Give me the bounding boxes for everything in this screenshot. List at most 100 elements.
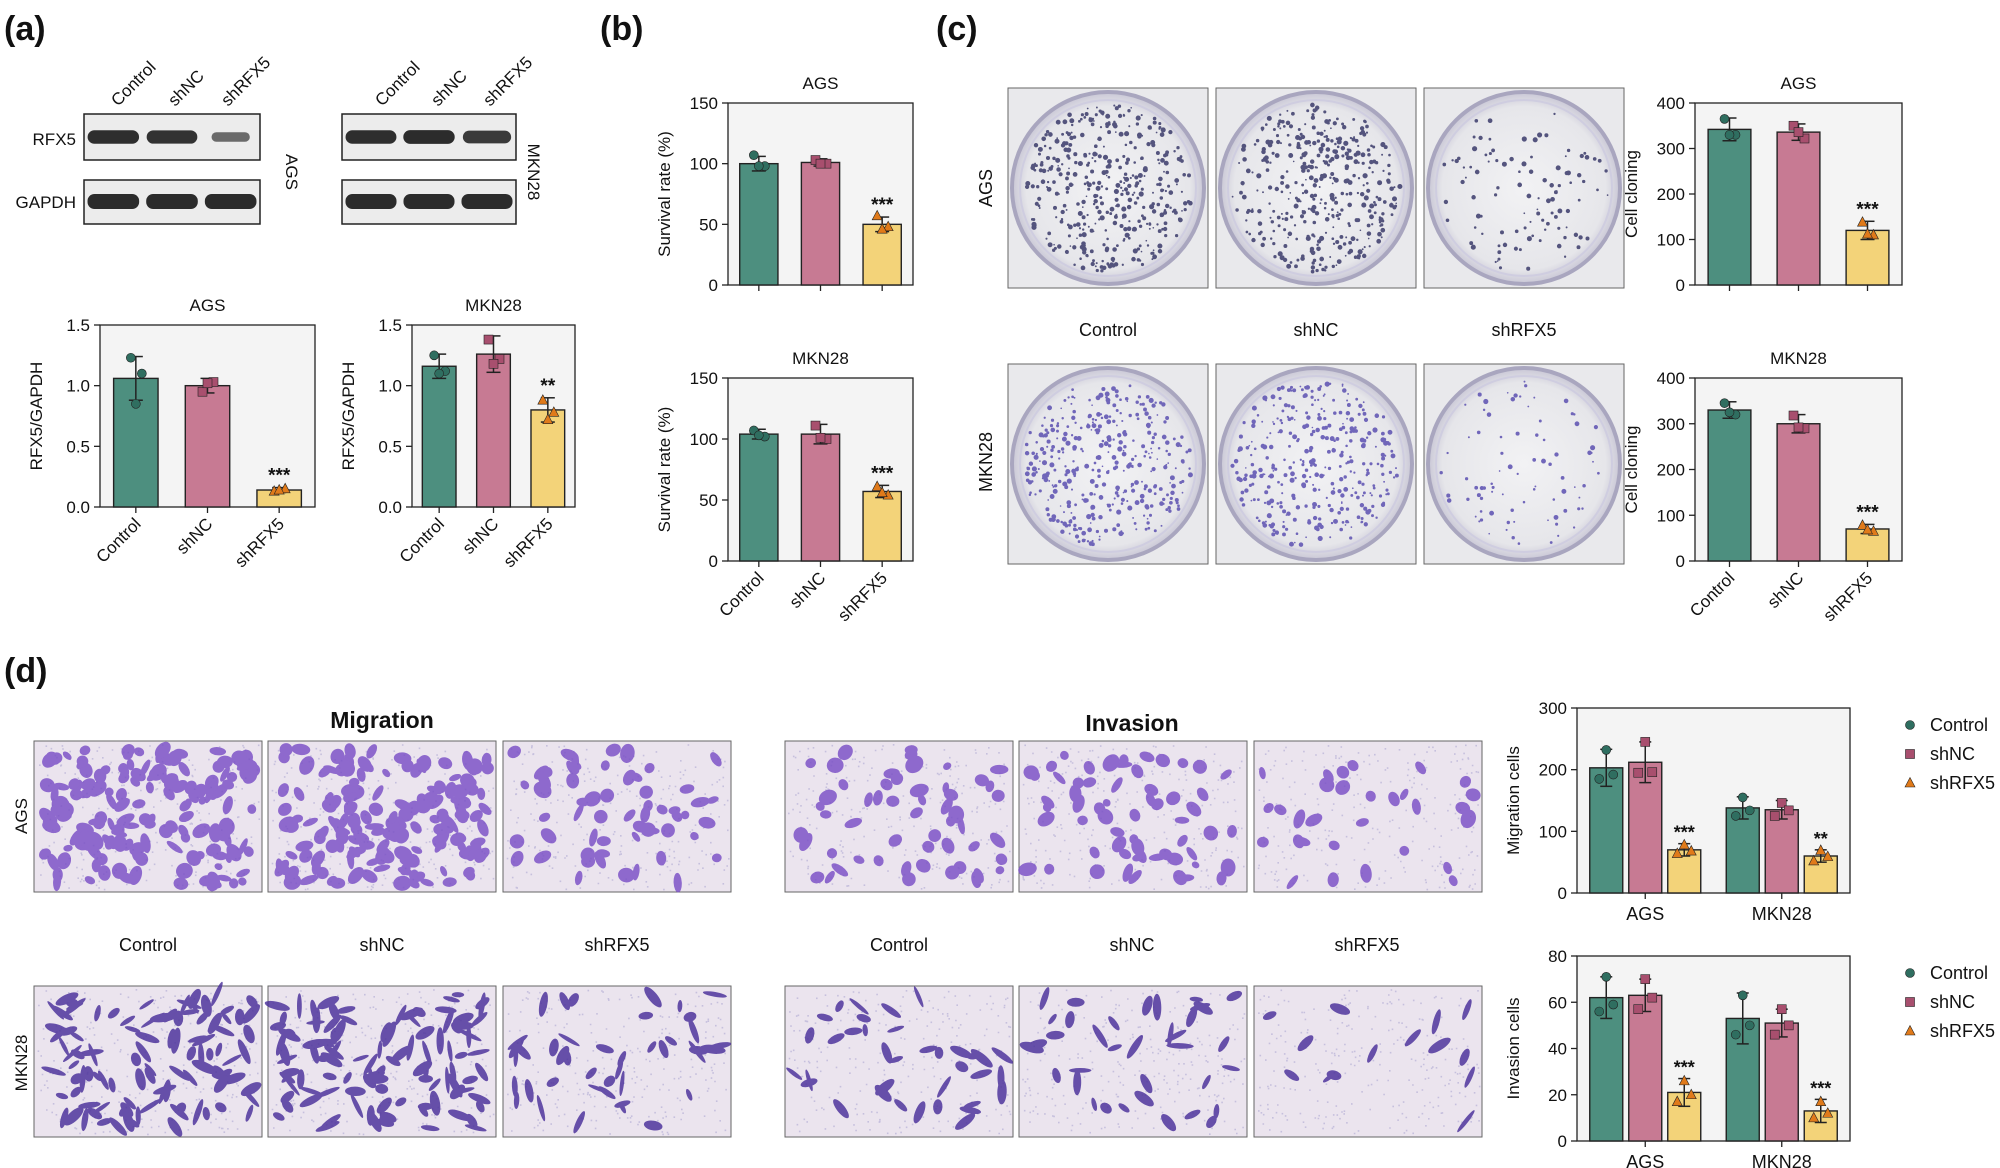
cell xyxy=(122,822,140,830)
stained-cells xyxy=(39,741,261,892)
cell xyxy=(576,797,590,807)
cell xyxy=(826,757,844,774)
cell xyxy=(1355,818,1369,827)
y-tick-label: 200 xyxy=(1657,185,1685,204)
cell xyxy=(638,1011,654,1020)
data-point xyxy=(279,482,291,494)
cell xyxy=(1294,836,1311,847)
cell xyxy=(372,785,384,801)
cell xyxy=(123,1097,136,1110)
bar-control xyxy=(739,433,779,562)
cell xyxy=(690,831,699,841)
cell xyxy=(279,1011,287,1026)
cell xyxy=(873,855,884,867)
chart-rfx5-ags: 0.0 0.5 1.0 1.5 RFX5/GAPDH AGS Control shNC *** s… xyxy=(27,296,316,571)
cell xyxy=(816,1013,833,1022)
cell xyxy=(395,1004,407,1026)
dish-rim xyxy=(1019,99,1197,277)
data-point xyxy=(1776,1004,1787,1014)
cell xyxy=(182,1069,198,1086)
cell xyxy=(631,831,641,842)
cell xyxy=(1118,754,1129,767)
cell xyxy=(1218,1036,1230,1052)
significance-label: *** xyxy=(1856,199,1879,220)
cell xyxy=(989,832,1006,848)
cell xyxy=(1131,838,1145,856)
cell xyxy=(639,785,653,799)
cell xyxy=(163,1079,171,1103)
cell xyxy=(144,1063,157,1077)
data-point xyxy=(1808,854,1820,866)
cell xyxy=(596,849,611,858)
dish-rim xyxy=(1227,99,1405,277)
dish xyxy=(1218,90,1414,286)
dish-rim xyxy=(1435,375,1613,553)
data-point xyxy=(1822,850,1834,861)
cell xyxy=(373,864,391,872)
data-point xyxy=(131,399,141,409)
band-rfx5 xyxy=(345,130,397,144)
cell xyxy=(41,1066,66,1076)
cell xyxy=(934,1046,944,1059)
cell xyxy=(112,834,127,852)
cell xyxy=(44,820,60,834)
x-tick-label: shRFX5 xyxy=(231,514,288,571)
cell xyxy=(130,768,141,779)
transwell-field xyxy=(1018,985,1248,1138)
cell xyxy=(643,800,653,812)
lane-label-shnc: shNC xyxy=(164,66,207,109)
legend-marker-shrfx5 xyxy=(1904,1024,1916,1036)
transwell-field xyxy=(267,740,497,893)
dish xyxy=(1010,366,1206,562)
significance-label: *** xyxy=(1674,823,1695,843)
y-tick-label: 300 xyxy=(1657,415,1685,434)
cell xyxy=(221,1012,232,1025)
cell xyxy=(888,834,903,847)
cell xyxy=(465,869,476,881)
bar-shrfx5 xyxy=(862,223,902,286)
y-tick-label: 60 xyxy=(1548,993,1567,1012)
cell xyxy=(594,851,607,869)
cell xyxy=(537,771,551,790)
significance-label: ** xyxy=(1814,829,1828,849)
cell xyxy=(1093,802,1106,815)
legend-label-shnc: shNC xyxy=(1930,744,1975,764)
cell xyxy=(281,1069,296,1083)
legend-label-control: Control xyxy=(1930,715,1988,735)
bar-control xyxy=(1707,409,1752,562)
cell xyxy=(571,766,580,775)
field-frame xyxy=(1018,985,1248,1138)
cell xyxy=(415,798,431,814)
x-tick-label: shRFX5 xyxy=(1819,568,1876,625)
cell xyxy=(299,874,319,886)
cell xyxy=(600,788,615,803)
stained-cells xyxy=(1257,760,1481,890)
cell xyxy=(360,810,372,825)
cell xyxy=(643,1120,663,1131)
cell xyxy=(63,1044,82,1063)
cell xyxy=(464,783,479,796)
bar-shnc xyxy=(1764,1022,1799,1142)
migration-col-label-shrfx5: shRFX5 xyxy=(584,935,649,955)
cell xyxy=(644,762,655,774)
significance-label: ** xyxy=(540,376,555,397)
data-point xyxy=(1671,847,1683,858)
cell xyxy=(991,789,1005,802)
bar-control xyxy=(1707,128,1752,286)
cell xyxy=(793,827,809,843)
bar-shnc xyxy=(1628,994,1663,1142)
cell xyxy=(175,862,193,879)
data-point xyxy=(1793,127,1804,137)
x-tick-label: Control xyxy=(92,514,144,566)
cell xyxy=(511,1075,518,1098)
cell xyxy=(368,1111,382,1133)
invasion-col-label-shnc: shNC xyxy=(1109,935,1154,955)
cell xyxy=(1023,765,1039,780)
membrane-pores xyxy=(271,989,495,1136)
cell xyxy=(933,1099,943,1115)
cell xyxy=(1186,1007,1198,1028)
cell xyxy=(434,780,447,794)
transwell-field xyxy=(784,985,1014,1138)
chart-migration: 0 100 200 300 Migration cells AGS *** MKN28 ** xyxy=(1504,699,1851,924)
bar-shnc xyxy=(1628,761,1663,894)
